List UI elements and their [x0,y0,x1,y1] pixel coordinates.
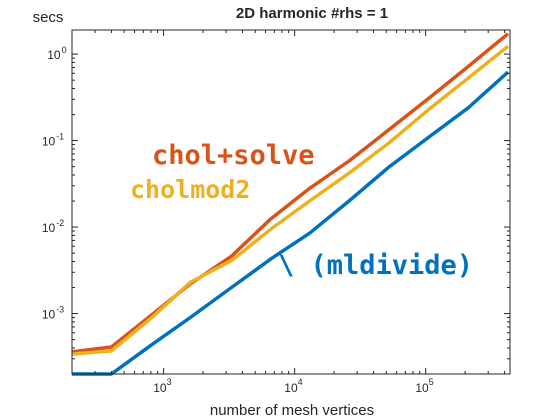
y-tick-label-base: 10 [42,221,56,235]
x-tick-label-exp: 3 [167,377,172,387]
y-tick-label-base: 10 [42,135,56,149]
x-tick-label-exp: 5 [429,377,434,387]
series-layer [71,32,510,376]
y-axis-label: secs [33,9,64,26]
y-tick-label-exp: -2 [56,218,64,228]
series-label-cholmod2: cholmod2 [130,175,250,204]
x-tick-label-base: 10 [153,381,167,395]
x-tick-label-exp: 4 [298,377,303,387]
y-tick-label-exp: -3 [56,305,64,315]
series-line-1 [71,44,510,356]
y-tick-label-exp: -1 [56,132,64,142]
ticks-layer: 10 3 10 4 10 510 -310 -210 -110 0 [42,30,510,395]
x-tick-label-base: 10 [284,381,298,395]
y-tick-label-exp: 0 [62,45,67,55]
plot-area: 10 3 10 4 10 510 -310 -210 -110 0 [42,29,511,395]
chart-title: 2D harmonic #rhs = 1 [236,5,388,22]
series-line-2 [72,70,510,376]
x-axis-label: number of mesh vertices [210,402,374,419]
series-labels: chol+solve cholmod2 \ (mldivide) [130,140,473,281]
y-tick-label-base: 10 [42,308,56,322]
axes-layer [71,29,511,375]
axes-box [71,29,511,375]
series-line-0 [71,32,510,354]
x-tick-label-base: 10 [415,381,429,395]
y-tick-label-base: 10 [47,48,61,62]
series-label-mldivide: \ (mldivide) [278,250,473,281]
series-label-chol-solve: chol+solve [152,140,315,171]
